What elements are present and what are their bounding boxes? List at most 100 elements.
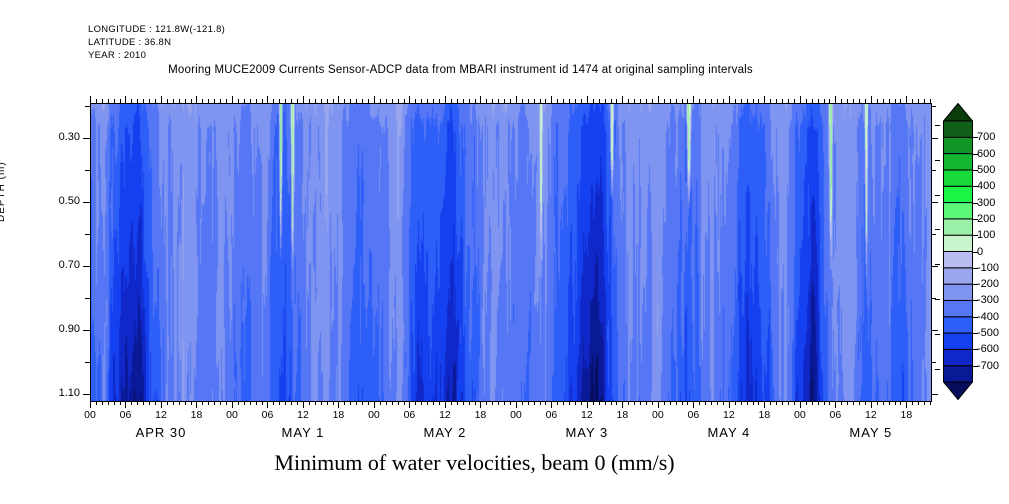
y-axis-tick-label: 0.30 (58, 131, 80, 144)
colorbar-tick (973, 186, 978, 187)
y-axis-tick-right (931, 266, 938, 267)
x-axis-minor-tick (522, 401, 523, 405)
x-axis-top-tick (735, 99, 736, 103)
x-axis-top-tick (664, 99, 665, 103)
x-axis-minor-tick (368, 401, 369, 405)
x-axis-hour-label: 12 (723, 409, 735, 421)
x-axis-minor-tick (747, 401, 748, 405)
x-axis-hour-label: 18 (332, 409, 345, 421)
colorbar-tick (973, 333, 978, 334)
x-axis-top-tick (883, 99, 884, 103)
colorbar-band (943, 348, 973, 367)
x-axis-top-tick (788, 99, 789, 103)
y-axis-title: DEPTH (m) (0, 161, 7, 222)
x-axis-hour-label: 00 (794, 409, 806, 421)
x-axis-top-tick (723, 99, 724, 103)
x-axis-minor-tick (806, 401, 807, 405)
x-axis-major-tick (764, 401, 765, 408)
colorbar-arrow-min (943, 381, 973, 400)
x-axis-major-tick (729, 401, 730, 408)
x-axis-major-tick (587, 401, 588, 408)
x-axis-top-tick (256, 99, 257, 103)
x-axis-major-tick (800, 401, 801, 408)
x-axis-top-tick (847, 99, 848, 103)
x-axis-hour-label: 00 (368, 409, 380, 421)
x-axis-minor-tick (398, 401, 399, 405)
x-axis-top-tick (717, 99, 718, 103)
x-axis-top-tick (599, 99, 600, 103)
x-axis-minor-tick (262, 401, 263, 405)
x-axis-minor-tick (510, 401, 511, 405)
x-axis-top-tick (344, 99, 345, 103)
x-axis-day-label: MAY 3 (565, 425, 609, 440)
x-axis-hour-label: 00 (84, 409, 96, 421)
x-axis-top-tick (877, 99, 878, 103)
x-axis-minor-tick (309, 401, 310, 405)
heatmap-plot-area (90, 103, 932, 402)
x-axis-top-tick (480, 96, 481, 103)
x-axis-top-tick (563, 99, 564, 103)
x-axis-minor-tick (498, 401, 499, 405)
x-axis-minor-tick (640, 401, 641, 405)
x-axis-minor-tick (569, 401, 570, 405)
x-axis-hour-label: 18 (190, 409, 203, 421)
x-axis-minor-tick (829, 401, 830, 405)
y-axis-minor-tick-right (931, 298, 936, 299)
colorbar-left-tick (935, 334, 940, 335)
x-axis-top-tick (634, 99, 635, 103)
x-axis-minor-tick (682, 401, 683, 405)
x-axis-top-tick (853, 99, 854, 103)
x-axis-minor-tick (676, 401, 677, 405)
x-axis-minor-tick (776, 401, 777, 405)
colorbar-left-tick (935, 299, 940, 300)
x-axis-minor-tick (853, 401, 854, 405)
x-axis-top-tick (510, 99, 511, 103)
x-axis-minor-tick (457, 401, 458, 405)
x-axis-minor-tick (889, 401, 890, 405)
x-axis-minor-tick (285, 401, 286, 405)
x-axis-minor-tick (167, 401, 168, 405)
x-axis-major-tick (303, 401, 304, 408)
colorbar-tick (973, 252, 978, 253)
colorbar-tick (973, 366, 978, 367)
colorbar-tick-label: -600 (977, 343, 1000, 356)
colorbar (943, 103, 973, 400)
x-axis-major-tick (835, 401, 836, 408)
x-axis-minor-tick (404, 401, 405, 405)
x-axis-top-tick (137, 99, 138, 103)
colorbar-tick-label: -500 (977, 327, 1000, 340)
latitude-label: LATITUDE : 36.8N (88, 37, 172, 48)
x-axis-minor-tick (131, 401, 132, 405)
x-axis-minor-tick (214, 401, 215, 405)
x-axis-major-tick (409, 401, 410, 408)
x-axis-minor-tick (611, 401, 612, 405)
x-axis-top-tick (415, 99, 416, 103)
x-axis-top-tick (273, 99, 274, 103)
x-axis-minor-tick (279, 401, 280, 405)
x-axis-top-tick (889, 99, 890, 103)
x-axis-minor-tick (108, 401, 109, 405)
x-axis-top-tick (522, 99, 523, 103)
colorbar-band (943, 185, 973, 204)
x-axis-top-tick (421, 99, 422, 103)
x-axis-major-tick (196, 401, 197, 408)
x-axis-minor-tick (883, 401, 884, 405)
x-axis-top-tick (463, 99, 464, 103)
x-axis-minor-tick (114, 401, 115, 405)
x-axis-minor-tick (528, 401, 529, 405)
colorbar-band (943, 136, 973, 155)
x-axis-top-tick (711, 99, 712, 103)
x-axis-top-tick (605, 99, 606, 103)
x-axis-top-tick (196, 96, 197, 103)
x-axis-minor-tick (711, 401, 712, 405)
colorbar-tick (973, 219, 978, 220)
x-axis-minor-tick (824, 401, 825, 405)
x-axis-hour-label: 18 (758, 409, 771, 421)
x-axis-day-label: MAY 4 (707, 425, 751, 440)
x-axis-top-tick (699, 99, 700, 103)
colorbar-tick (973, 170, 978, 171)
x-axis-top-tick (498, 99, 499, 103)
x-axis-top-tick (593, 99, 594, 103)
x-axis-top-tick (622, 96, 623, 103)
